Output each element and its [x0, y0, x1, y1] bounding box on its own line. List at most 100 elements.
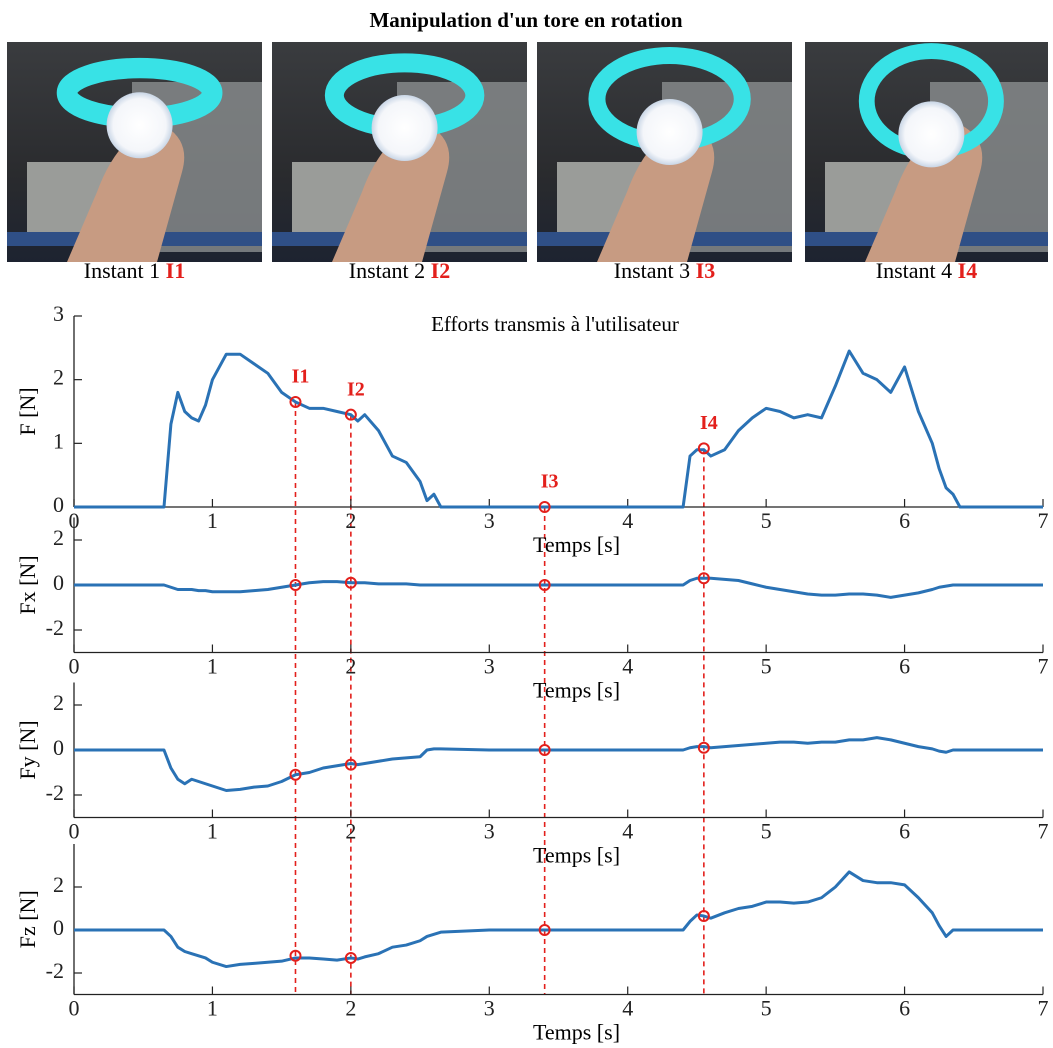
- y-tick-label: 2: [53, 690, 64, 715]
- x-tick-label: 6: [899, 654, 910, 679]
- x-tick-label: 5: [761, 654, 772, 679]
- photo-caption: Instant 1 I1: [84, 258, 185, 283]
- photo-caption: Instant 4 I4: [876, 258, 977, 283]
- x-tick-label: 2: [345, 996, 356, 1021]
- y-axis-label: Fy [N]: [15, 720, 40, 779]
- y-tick-label: -2: [46, 615, 64, 640]
- x-tick-label: 3: [484, 819, 495, 844]
- hand: [67, 122, 185, 262]
- instant-marker: [697, 572, 710, 585]
- x-tick-label: 6: [899, 508, 910, 533]
- instant-marker: [697, 442, 710, 455]
- caption-text: Instant 4: [876, 258, 958, 283]
- instant-label: I4: [700, 412, 718, 434]
- y-tick-label: 0: [53, 735, 64, 760]
- data-line: [74, 870, 1043, 969]
- sphere: [898, 101, 965, 168]
- x-tick-label: 6: [899, 996, 910, 1021]
- instant-label: I2: [347, 378, 365, 400]
- x-tick-label: 4: [622, 654, 633, 679]
- y-tick-label: -2: [46, 780, 64, 805]
- instant-marker: [289, 949, 302, 962]
- x-tick-label: 7: [1038, 508, 1049, 533]
- x-tick-label: 3: [484, 654, 495, 679]
- x-axis-label: Temps [s]: [533, 843, 620, 868]
- x-axis-label: Temps [s]: [533, 1020, 620, 1045]
- x-tick-label: 1: [207, 819, 218, 844]
- x-tick-label: 3: [484, 508, 495, 533]
- x-tick-label: 5: [761, 508, 772, 533]
- instant-marker: [538, 744, 551, 756]
- instant-marker: [538, 579, 551, 591]
- y-tick-label: 1: [53, 428, 64, 453]
- instant-marker: [344, 758, 357, 771]
- instant-marker: [344, 951, 357, 964]
- x-tick-label: 1: [207, 654, 218, 679]
- photo-caption: Instant 3 I3: [614, 258, 715, 283]
- instant-marker: [697, 741, 710, 754]
- instant-marker: [538, 924, 551, 936]
- instant-marker: [538, 501, 551, 513]
- photo-row: Instant 1 I1 Instant 2 I2 Instant 3 I3 Inst…: [7, 42, 1048, 283]
- x-tick-label: 2: [345, 508, 356, 533]
- instant-marker: [289, 768, 302, 781]
- caption-tag: I3: [696, 258, 716, 283]
- y-axis-label: F [N]: [15, 387, 40, 435]
- y-tick-label: 0: [53, 915, 64, 940]
- figure-title: Manipulation d'un tore en rotation: [369, 8, 682, 32]
- x-tick-label: 1: [207, 508, 218, 533]
- charts: 0 1 2 3 0 1 2 3 4 5 6 7 Temps [s] F [N] Efforts transm…: [15, 301, 1048, 1045]
- x-tick-label: 7: [1038, 654, 1049, 679]
- x-axis-label: Temps [s]: [533, 678, 620, 703]
- y-tick-label: 2: [53, 525, 64, 550]
- photo: [805, 42, 1048, 262]
- caption-text: Instant 1: [84, 258, 166, 283]
- photo-content: [7, 42, 262, 262]
- caption-text: Instant 2: [349, 258, 431, 283]
- photo: [272, 42, 527, 262]
- x-tick-label: 4: [622, 508, 633, 533]
- x-tick-label: 0: [69, 654, 80, 679]
- sphere: [636, 99, 703, 165]
- x-tick-label: 0: [69, 996, 80, 1021]
- caption-tag: I4: [958, 258, 978, 283]
- instant-marker: [289, 579, 302, 591]
- x-tick-label: 3: [484, 996, 495, 1021]
- x-tick-label: 4: [622, 996, 633, 1021]
- data-line: [74, 736, 1043, 792]
- x-tick-label: 6: [899, 819, 910, 844]
- caption-text: Instant 3: [614, 258, 696, 283]
- x-tick-label: 7: [1038, 819, 1049, 844]
- photo-content: [805, 42, 1048, 262]
- instant-label: I1: [292, 366, 310, 388]
- instant-marker: [289, 395, 302, 408]
- x-tick-label: 5: [761, 996, 772, 1021]
- sphere: [106, 92, 173, 159]
- x-tick-label: 7: [1038, 996, 1049, 1021]
- y-tick-label: 0: [53, 492, 64, 517]
- y-tick-label: 2: [53, 365, 64, 390]
- caption-tag: I1: [166, 258, 186, 283]
- instant-marker: [344, 576, 357, 589]
- instant-marker: [697, 910, 710, 923]
- y-tick-label: -2: [46, 958, 64, 983]
- photo-content: [272, 42, 527, 262]
- sphere: [371, 95, 438, 161]
- x-tick-label: 2: [345, 819, 356, 844]
- y-tick-label: 3: [53, 301, 64, 326]
- y-tick-label: 0: [53, 570, 64, 595]
- y-axis-label: Fx [N]: [15, 555, 40, 614]
- x-tick-label: 5: [761, 819, 772, 844]
- caption-tag: I2: [431, 258, 451, 283]
- chart-title: Efforts transmis à l'utilisateur: [431, 312, 679, 336]
- instant-label: I3: [541, 471, 559, 493]
- x-tick-label: 2: [345, 654, 356, 679]
- data-line: [74, 349, 1043, 509]
- y-tick-label: 2: [53, 872, 64, 897]
